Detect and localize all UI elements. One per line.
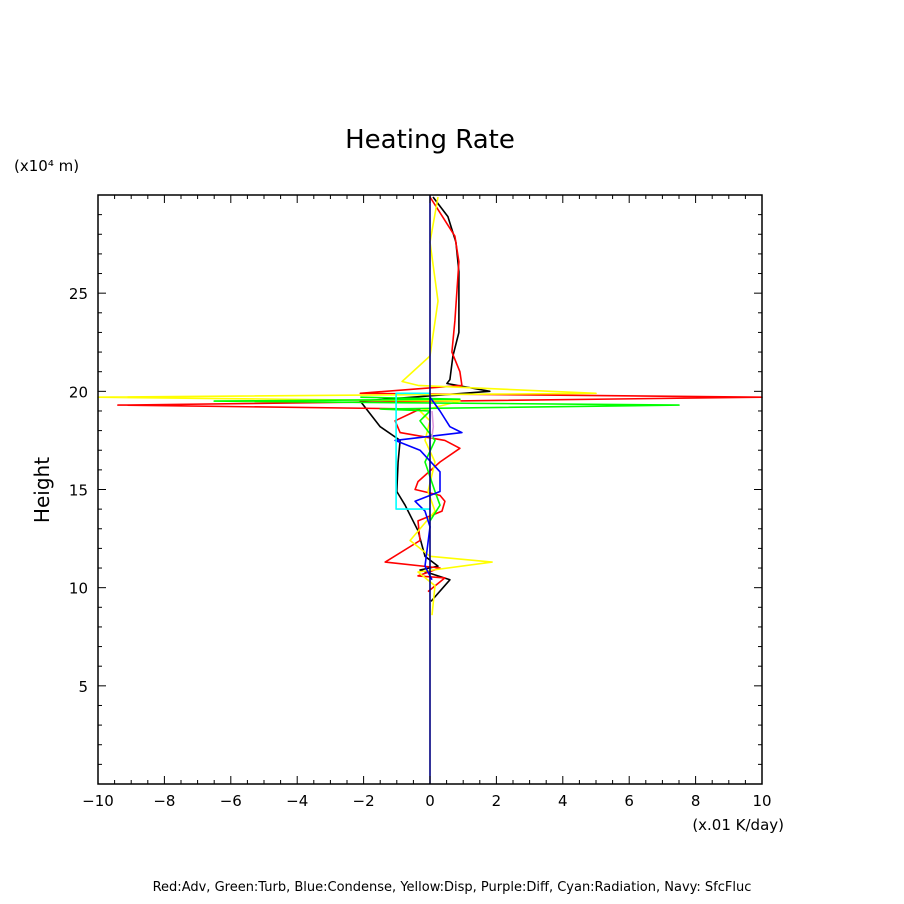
x-tick-label: −2 [353, 792, 375, 810]
y-axis-label: Height [30, 457, 54, 523]
x-tick-label: −6 [220, 792, 242, 810]
x-tick-label: 10 [752, 792, 771, 810]
x-tick-label: 4 [558, 792, 568, 810]
y-tick-label: 20 [69, 383, 88, 401]
x-axis-label: (x.01 K/day) [692, 816, 784, 834]
x-tick-label: −10 [82, 792, 114, 810]
y-tick-label: 25 [69, 285, 88, 303]
x-tick-label: 8 [691, 792, 701, 810]
series-line-black [359, 196, 491, 602]
legend-text: Red:Adv, Green:Turb, Blue:Condense, Yell… [153, 880, 752, 895]
y-tick-label: 10 [69, 580, 88, 598]
x-tick-label: 0 [425, 792, 435, 810]
x-tick-label: −4 [286, 792, 308, 810]
plot-frame [97, 194, 763, 785]
x-tick-label: 6 [624, 792, 634, 810]
series-line-radiation [395, 392, 430, 510]
chart-title: Heating Rate [345, 125, 515, 155]
y-tick-label: 15 [69, 482, 88, 500]
series-line-adv [117, 196, 763, 593]
y-tick-label: 5 [78, 678, 88, 696]
axes-group: −10 −8 −6 −4 −2 0 2 4 6 8 10 5 10 15 20 25 [69, 194, 772, 810]
series-line-turb [213, 396, 680, 522]
x-tick-label: −8 [153, 792, 175, 810]
series-line-diff [430, 410, 435, 439]
x-tick-label: 2 [492, 792, 502, 810]
y-unit-label: (x10⁴ m) [14, 157, 79, 175]
series-group [97, 195, 763, 784]
